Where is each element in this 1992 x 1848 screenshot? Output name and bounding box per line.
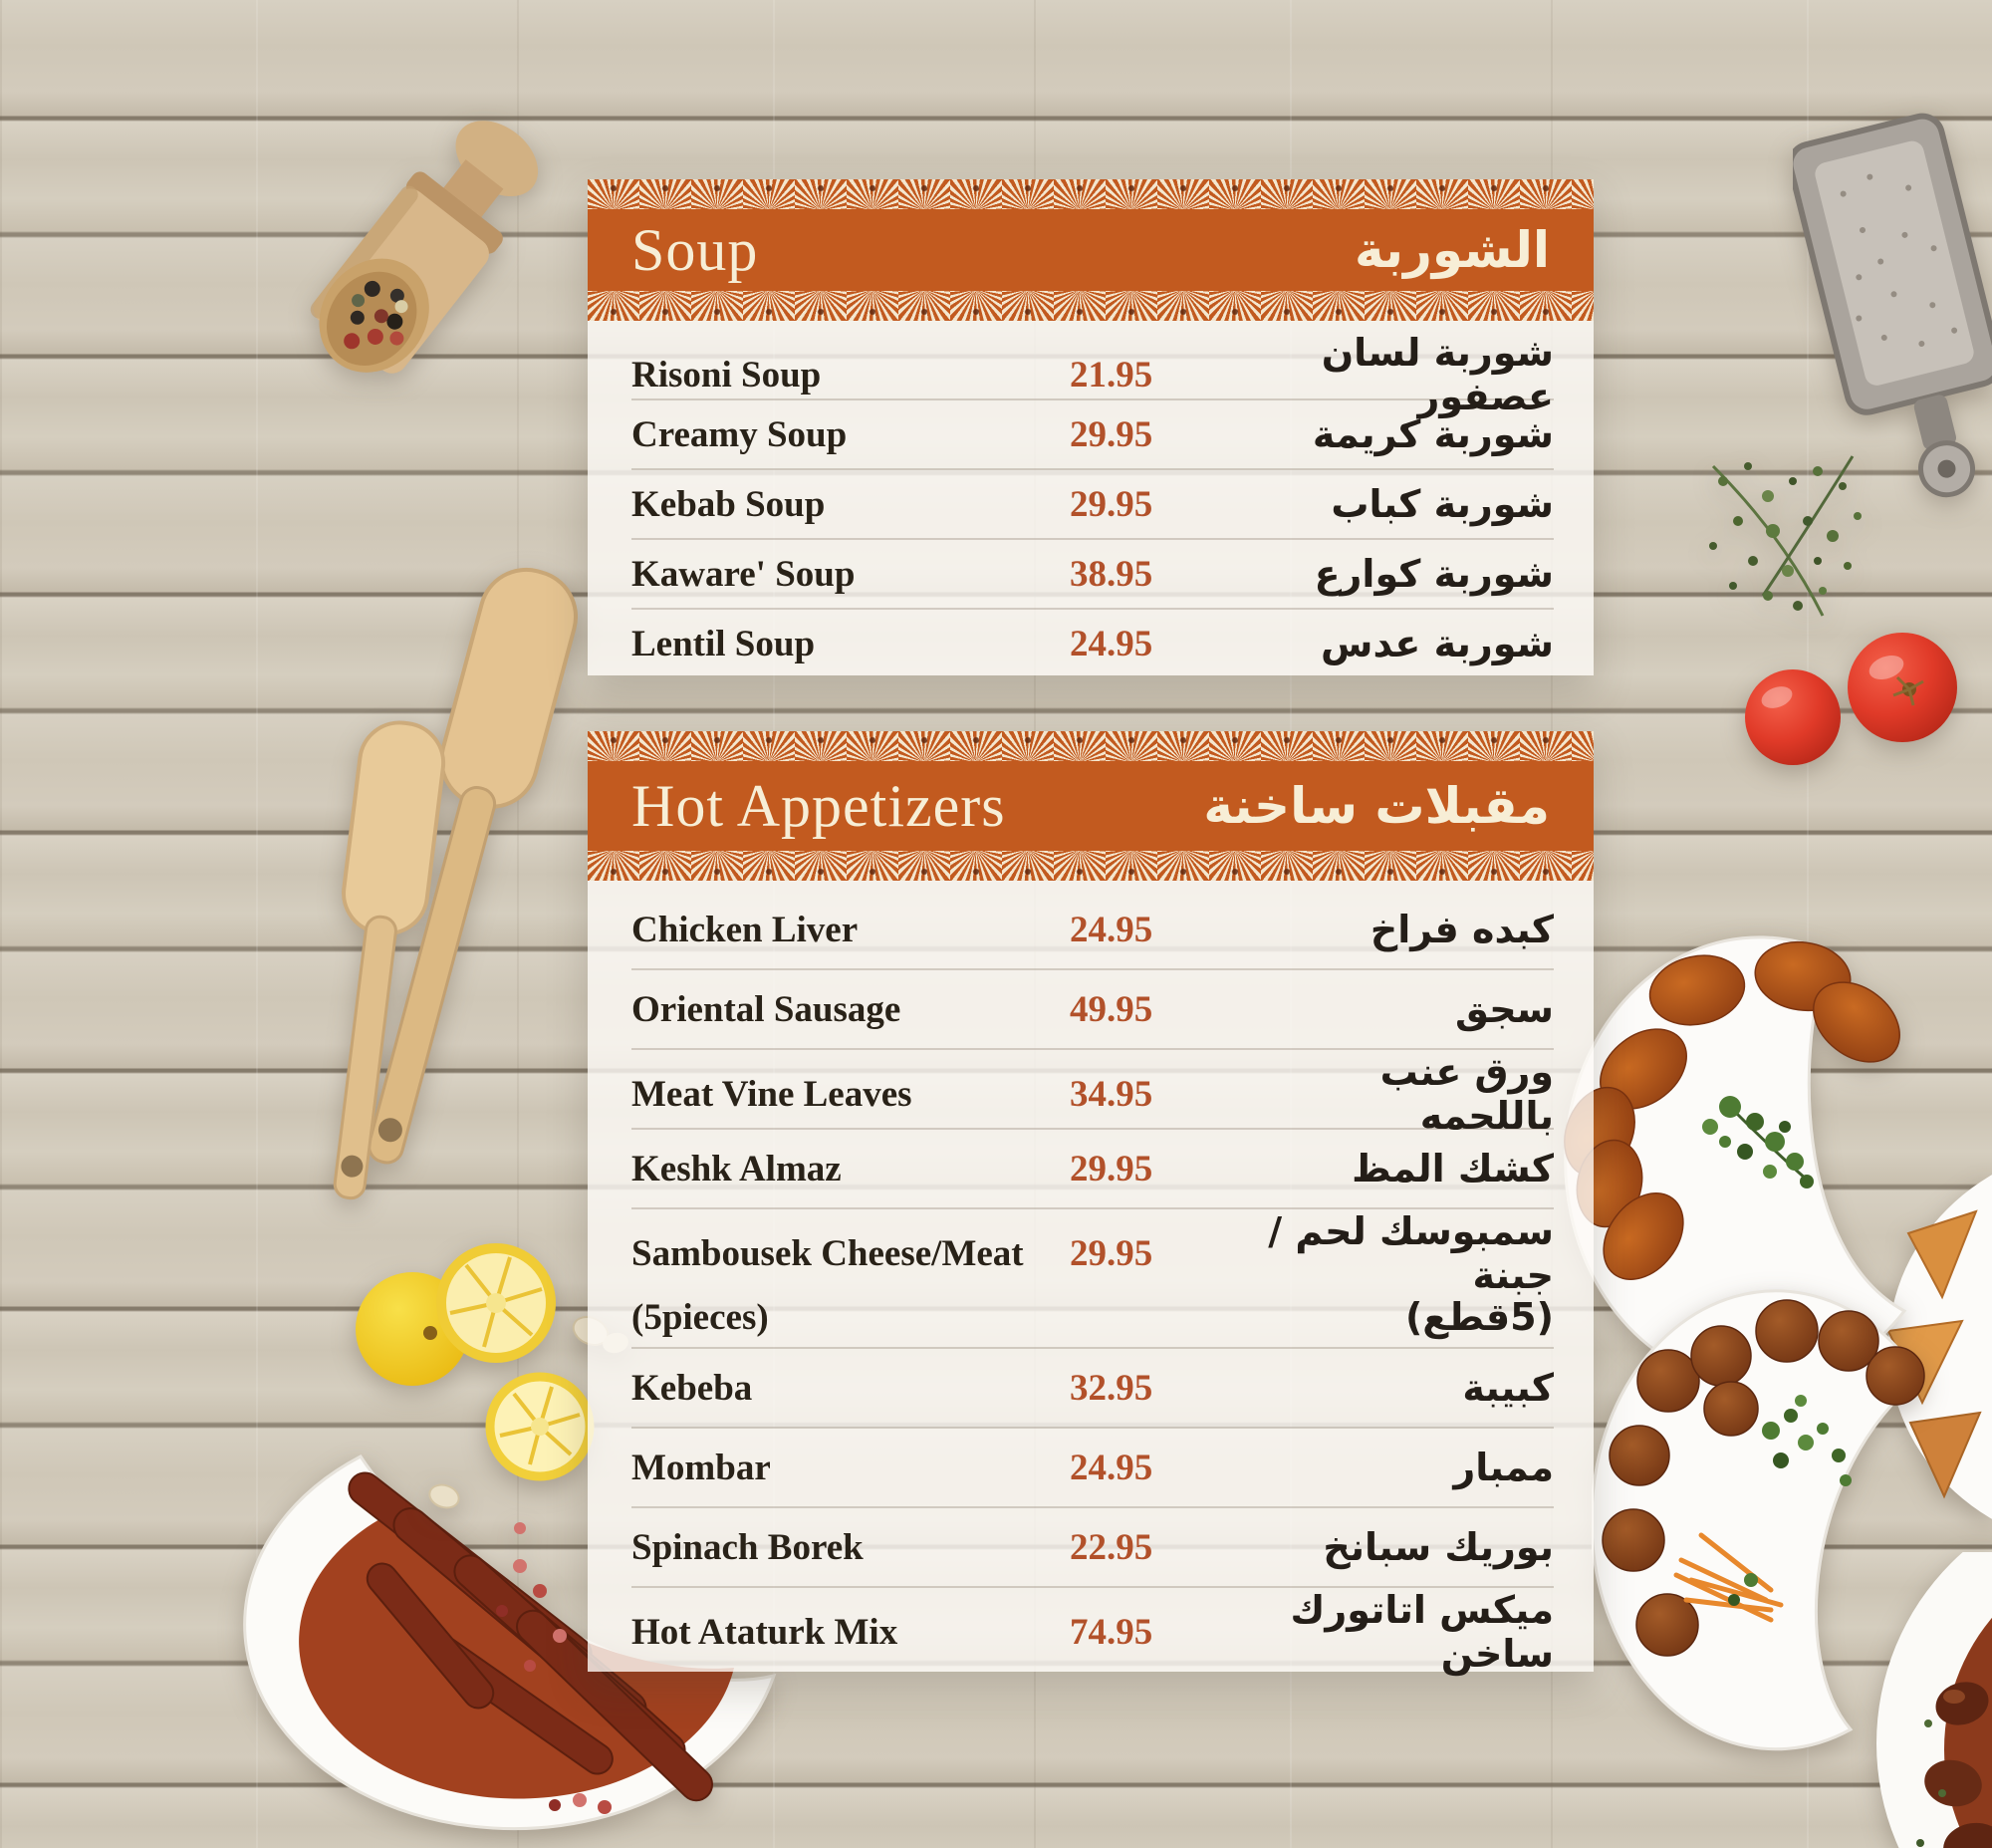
meatball-crescent-plate-photo <box>1592 1289 1925 1751</box>
section-title-en: Hot Appetizers <box>631 772 1006 839</box>
item-name-en: Oriental Sausage <box>631 988 901 1030</box>
item-name-en: Creamy Soup <box>631 413 848 455</box>
section-hot-appetizers: Hot Appetizers مقبلات ساخنة Chicken Live… <box>588 731 1594 1676</box>
wooden-spice-scoop-photo <box>310 121 539 374</box>
item-price: 24.95 <box>1070 909 1153 950</box>
item-name-ar: شوربة كوارع <box>1314 552 1554 596</box>
item-name-ar: شوربة لسان عصفور <box>1321 331 1554 418</box>
lace-border-bottom <box>588 291 1594 321</box>
item-note-ar: (5قطع) <box>1404 1295 1554 1339</box>
item-name-ar: شوربة كباب <box>1331 482 1554 526</box>
sausage-crescent-bowl-photo <box>243 1454 777 1831</box>
metal-grater-photo <box>1793 113 1992 498</box>
meat-sauce-corner-bowl-photo <box>1876 1552 1992 1848</box>
item-name-ar: كشك المظ <box>1352 1147 1554 1190</box>
item-price: 29.95 <box>1070 483 1153 525</box>
item-name-en: Meat Vine Leaves <box>631 1073 912 1115</box>
item-name-ar: ممبار <box>1453 1446 1554 1489</box>
thyme-sprigs-photo <box>1709 455 1862 617</box>
section-soup: Soup الشوربة Risoni Soup 21.95 شوربة لسا… <box>588 179 1594 675</box>
menu-item-row: Chicken Liver 24.95 كبده فراخ <box>631 891 1554 970</box>
item-price: 22.95 <box>1070 1526 1153 1568</box>
item-name-en: Risoni Soup <box>631 354 822 396</box>
menu-item-row: Keshk Almaz 29.95 كشك المظ <box>631 1130 1554 1209</box>
section-title-ar: مقبلات ساخنة <box>1203 777 1550 835</box>
item-price: 32.95 <box>1070 1367 1153 1409</box>
lace-border-top <box>588 179 1594 209</box>
menu-item-row: Lentil Soup 24.95 شوربة عدس <box>631 610 1554 677</box>
menu-item-row: Kebeba 32.95 كبيبة <box>631 1349 1554 1429</box>
item-name-en: Sambousek Cheese/Meat <box>631 1232 1024 1274</box>
lace-border-bottom <box>588 851 1594 881</box>
item-name-ar: سمبوسك لحم /جبنة <box>1268 1209 1554 1297</box>
menu-item-row: Spinach Borek 22.95 بوريك سبانخ <box>631 1508 1554 1588</box>
soup-items: Risoni Soup 21.95 شوربة لسان عصفور Cream… <box>588 321 1594 677</box>
item-name-ar: ميكس اتاتورك ساخن <box>1290 1588 1554 1676</box>
item-name-en: Kaware' Soup <box>631 553 856 595</box>
menu-item-row: Mombar 24.95 ممبار <box>631 1429 1554 1508</box>
menu-item-row: Kebab Soup 29.95 شوربة كباب <box>631 470 1554 540</box>
item-name-ar: سجق <box>1454 987 1554 1031</box>
item-name-en: Spinach Borek <box>631 1526 864 1568</box>
lace-border-top <box>588 731 1594 761</box>
menu-item-row: Meat Vine Leaves 34.95 ورق عنب باللحمه <box>631 1050 1554 1138</box>
item-name-en: Chicken Liver <box>631 909 859 950</box>
item-price: 29.95 <box>1070 413 1153 455</box>
menu-item-row: Creamy Soup 29.95 شوربة كريمة <box>631 400 1554 470</box>
samosa-plate-photo <box>1886 1175 1992 1519</box>
menu-item-row: Kaware' Soup 38.95 شوربة كوارع <box>631 540 1554 610</box>
item-name-ar: كبده فراخ <box>1370 908 1554 951</box>
item-name-en: Hot Ataturk Mix <box>631 1611 898 1653</box>
item-price: 34.95 <box>1070 1073 1153 1115</box>
kibbeh-crescent-plate-photo <box>1564 935 1907 1388</box>
item-name-en: Lentil Soup <box>631 623 816 664</box>
section-title-en: Soup <box>631 216 759 283</box>
wooden-spatulas-photo <box>333 567 579 1200</box>
item-name-ar: شوربة عدس <box>1321 622 1554 665</box>
item-name-en: Kebab Soup <box>631 483 826 525</box>
item-price: 21.95 <box>1070 354 1153 396</box>
section-hot-banner: Hot Appetizers مقبلات ساخنة <box>588 731 1594 881</box>
item-note-en: (5pieces) <box>631 1296 769 1338</box>
section-soup-banner: Soup الشوربة <box>588 179 1594 321</box>
menu-item-row: Oriental Sausage 49.95 سجق <box>631 970 1554 1050</box>
item-price: 74.95 <box>1070 1611 1153 1653</box>
section-title-ar: الشوربة <box>1354 221 1550 279</box>
item-price: 49.95 <box>1070 988 1153 1030</box>
item-name-en: Kebeba <box>631 1367 753 1409</box>
hot-appetizer-items: Chicken Liver 24.95 كبده فراخ Oriental S… <box>588 881 1594 1676</box>
menu-item-row: Risoni Soup 21.95 شوربة لسان عصفور <box>631 331 1554 418</box>
menu-item-row: Sambousek Cheese/Meat 29.95 سمبوسك لحم /… <box>631 1209 1554 1297</box>
item-price: 24.95 <box>1070 623 1153 664</box>
item-name-ar: ورق عنب باللحمه <box>1379 1050 1554 1138</box>
item-price: 29.95 <box>1070 1148 1153 1189</box>
menu-item-note-row: (5pieces) (5قطع) <box>631 1287 1554 1349</box>
item-name-ar: شوربة كريمة <box>1312 412 1554 456</box>
item-name-ar: بوريك سبانخ <box>1323 1525 1554 1569</box>
lemon-and-slices-photo <box>356 1243 628 1509</box>
item-name-en: Keshk Almaz <box>631 1148 842 1189</box>
item-price: 24.95 <box>1070 1447 1153 1488</box>
item-name-en: Mombar <box>631 1447 771 1488</box>
tomatoes-photo <box>1745 633 1957 765</box>
item-name-ar: كبيبة <box>1462 1366 1554 1410</box>
item-price: 38.95 <box>1070 553 1153 595</box>
menu-item-row: Hot Ataturk Mix 74.95 ميكس اتاتورك ساخن <box>631 1588 1554 1676</box>
item-price: 29.95 <box>1070 1232 1153 1274</box>
